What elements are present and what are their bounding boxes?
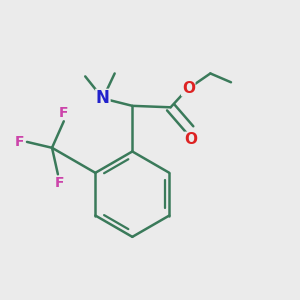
Text: F: F [14,135,24,149]
Text: F: F [59,106,68,120]
Text: N: N [96,89,110,107]
Text: F: F [55,176,64,190]
Text: O: O [185,132,198,147]
Text: O: O [182,81,195,96]
